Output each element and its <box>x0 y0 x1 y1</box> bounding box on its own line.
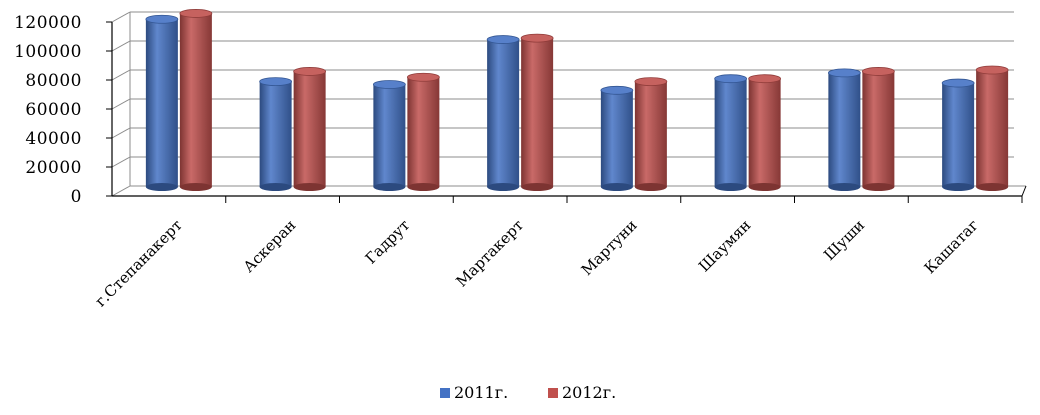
gridline-depth <box>111 156 131 168</box>
x-tick-label: г.Степанакерт <box>91 216 185 310</box>
bar-top <box>941 78 975 88</box>
bar <box>486 35 520 191</box>
bar-base <box>634 183 667 191</box>
bar-body <box>259 81 292 187</box>
bar-base <box>521 183 554 191</box>
bar-body <box>634 81 667 187</box>
x-tick-label: Кашатаг <box>921 216 982 277</box>
bar-body <box>145 19 178 187</box>
bar <box>941 78 975 191</box>
bars <box>145 9 1009 191</box>
x-tick-label: Мартакерт <box>452 216 526 290</box>
bar <box>975 65 1009 191</box>
bar-body <box>407 77 440 187</box>
bar-top <box>634 77 668 86</box>
bar-top <box>861 67 895 76</box>
gridline-depth <box>111 40 131 52</box>
bar <box>145 14 179 191</box>
bar <box>520 33 554 191</box>
bar-top <box>293 67 327 76</box>
gridline-depth <box>111 127 131 139</box>
bar-base <box>487 183 520 191</box>
legend-label: 2011г. <box>454 383 508 402</box>
bar <box>827 68 861 191</box>
bar-top <box>714 74 748 84</box>
bar <box>293 67 327 191</box>
bar-top <box>975 65 1009 75</box>
y-tick-label: 40000 <box>25 129 82 149</box>
bar-base <box>976 183 1009 191</box>
bar-body <box>487 39 520 187</box>
x-tick-label: Мартуни <box>578 216 641 279</box>
legend-swatch <box>440 388 450 398</box>
legend-label: 2012г. <box>562 383 616 402</box>
y-tick-label: 120000 <box>14 13 82 33</box>
bar-top <box>600 85 634 95</box>
y-tick-label: 60000 <box>25 100 82 120</box>
bar-body <box>714 78 747 187</box>
bar-base <box>942 183 975 191</box>
bar-base <box>145 183 178 191</box>
bar-top <box>748 74 782 84</box>
y-tick-label: 80000 <box>25 71 82 91</box>
bar-top <box>179 9 213 18</box>
x-tick-label: Шуши <box>820 216 868 264</box>
bar <box>600 85 634 191</box>
gridline-depth <box>111 98 131 110</box>
bar <box>179 9 213 191</box>
x-tick-label: Гадрут <box>362 216 414 268</box>
bar-body <box>293 71 326 187</box>
bar <box>714 74 748 191</box>
bar-top <box>372 80 406 89</box>
gridline-depth <box>111 185 131 197</box>
bar-body <box>828 72 861 187</box>
x-tick-label: Аскеран <box>240 216 300 276</box>
bar-body <box>600 90 633 187</box>
y-tick-label: 0 <box>71 187 82 207</box>
bar-top <box>520 33 554 43</box>
bar <box>634 77 668 191</box>
bar <box>861 67 895 191</box>
bar-base <box>600 183 633 191</box>
gridline-depth <box>111 11 131 23</box>
bar-top <box>827 68 861 78</box>
bar-body <box>942 83 975 187</box>
bar-body <box>373 84 406 187</box>
bar-base <box>714 183 747 191</box>
bar-body <box>748 78 781 187</box>
bar-body <box>179 13 212 188</box>
bar-top <box>406 72 440 82</box>
legend-swatch <box>548 388 558 398</box>
bar-base <box>179 183 212 191</box>
bar <box>406 72 440 191</box>
bar-base <box>373 183 406 191</box>
bar-base <box>828 183 861 191</box>
legend: 2011г. 2012г. <box>440 383 616 402</box>
bar <box>748 74 782 191</box>
bar-base <box>862 183 895 191</box>
bar-body <box>976 70 1009 187</box>
bar-top <box>486 35 520 44</box>
bar <box>259 77 293 191</box>
bar-body <box>862 71 895 187</box>
y-tick-label: 100000 <box>14 42 82 62</box>
gridline-depth <box>111 69 131 81</box>
bar-base <box>259 183 292 191</box>
bar-base <box>293 183 326 191</box>
bar-base <box>748 183 781 191</box>
bar-top <box>259 77 293 86</box>
bar-body <box>521 38 554 187</box>
floor-right-edge <box>1021 185 1027 197</box>
y-tick-label: 20000 <box>25 158 82 178</box>
bar-base <box>407 183 440 191</box>
x-tick-label: Шаумян <box>695 216 754 275</box>
bar-top <box>145 14 179 24</box>
bar <box>372 80 406 191</box>
